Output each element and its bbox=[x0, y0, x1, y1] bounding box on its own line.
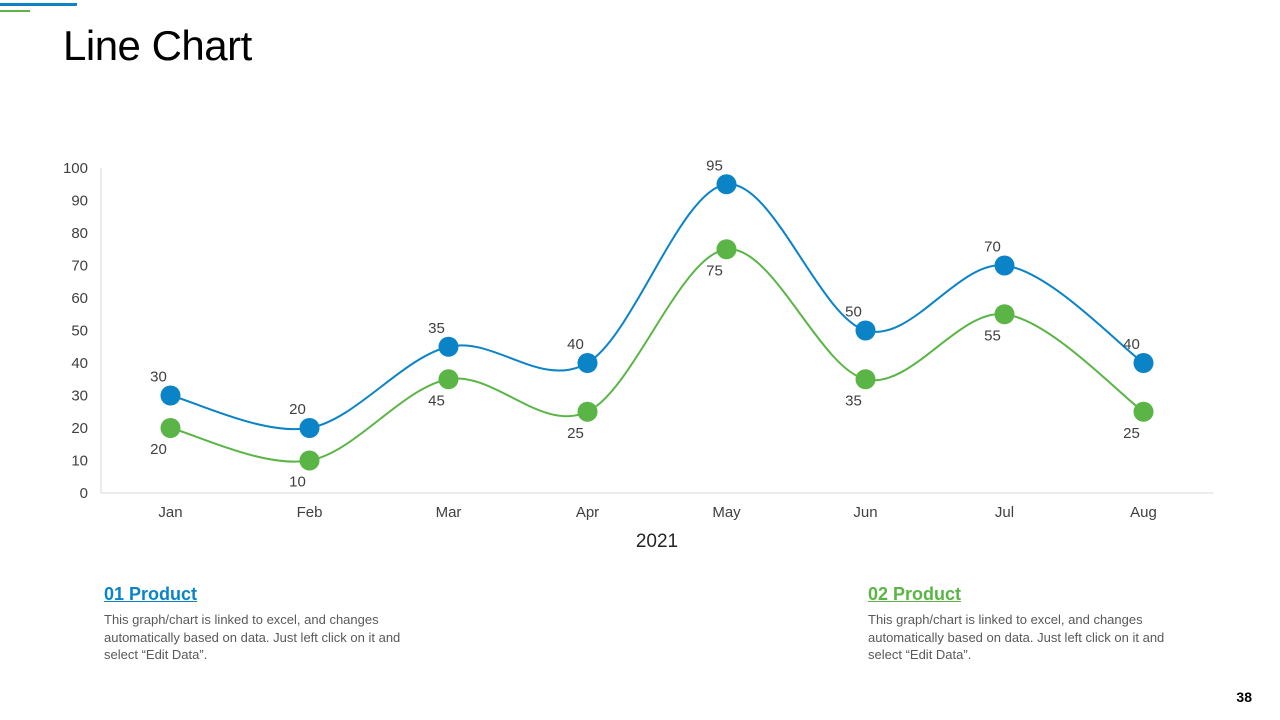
data-label-series-2: 25 bbox=[567, 425, 584, 442]
data-label-series-1: 40 bbox=[567, 336, 584, 353]
y-tick-label: 60 bbox=[71, 290, 88, 307]
page-title: Line Chart bbox=[63, 22, 252, 69]
data-label-series-1: 95 bbox=[706, 157, 723, 174]
series-line-2 bbox=[170, 248, 1145, 463]
data-label-series-2: 20 bbox=[150, 441, 167, 458]
data-label-series-1: 40 bbox=[1123, 336, 1140, 353]
legend-description-product-1: This graph/chart is linked to excel, and… bbox=[104, 612, 401, 662]
y-tick-label: 100 bbox=[63, 160, 88, 177]
data-point-series-1 bbox=[577, 353, 598, 373]
x-tick-label: Apr bbox=[576, 504, 599, 521]
data-label-series-1: 30 bbox=[150, 369, 167, 386]
data-label-series-2: 10 bbox=[289, 474, 306, 491]
x-tick-label: Jul bbox=[995, 504, 1014, 521]
x-tick-label: Jun bbox=[853, 504, 877, 521]
data-point-series-1 bbox=[994, 255, 1015, 276]
data-point-series-2 bbox=[855, 369, 876, 390]
legend-heading-product-1[interactable]: 01 Product bbox=[104, 584, 198, 604]
data-point-series-2 bbox=[577, 401, 598, 422]
y-tick-label: 70 bbox=[71, 258, 88, 275]
accent-bar-blue bbox=[0, 3, 77, 6]
y-tick-label: 40 bbox=[71, 355, 88, 372]
series-line-1 bbox=[170, 183, 1145, 431]
data-label-series-2: 45 bbox=[428, 392, 445, 409]
x-tick-label: Mar bbox=[436, 504, 462, 521]
data-point-series-1 bbox=[716, 174, 737, 195]
data-point-series-1 bbox=[160, 385, 181, 406]
data-point-series-1 bbox=[438, 336, 459, 357]
data-point-series-2 bbox=[160, 418, 181, 438]
data-label-series-1: 35 bbox=[428, 320, 445, 337]
y-tick-label: 10 bbox=[71, 453, 88, 470]
data-point-series-1 bbox=[1133, 353, 1154, 373]
accent-bar-green bbox=[0, 10, 30, 12]
data-label-series-2: 75 bbox=[706, 262, 723, 279]
data-point-series-1 bbox=[855, 320, 876, 341]
data-label-series-1: 50 bbox=[845, 304, 862, 321]
legend-description-product-2: This graph/chart is linked to excel, and… bbox=[868, 612, 1165, 662]
y-tick-label: 20 bbox=[71, 420, 88, 437]
y-tick-label: 30 bbox=[71, 388, 88, 405]
data-point-series-2 bbox=[716, 239, 737, 260]
data-label-series-2: 25 bbox=[1123, 425, 1140, 442]
data-point-series-1 bbox=[299, 418, 320, 438]
data-label-series-2: 55 bbox=[984, 327, 1001, 344]
data-label-series-1: 20 bbox=[289, 401, 306, 418]
data-point-series-2 bbox=[994, 304, 1015, 325]
x-tick-label: Feb bbox=[297, 504, 323, 521]
x-tick-label: May bbox=[712, 504, 741, 521]
y-tick-label: 0 bbox=[80, 485, 88, 502]
x-tick-label: Aug bbox=[1130, 504, 1157, 521]
data-point-series-2 bbox=[438, 369, 459, 390]
legend-product-1: 01 Product This graph/chart is linked to… bbox=[104, 584, 434, 664]
page-number: 38 bbox=[1236, 689, 1252, 705]
y-tick-label: 90 bbox=[71, 193, 88, 210]
y-tick-label: 80 bbox=[71, 225, 88, 242]
legend-product-2: 02 Product This graph/chart is linked to… bbox=[868, 584, 1198, 664]
legend-heading-product-2[interactable]: 02 Product bbox=[868, 584, 962, 604]
x-tick-label: Jan bbox=[158, 504, 182, 521]
data-point-series-2 bbox=[1133, 401, 1154, 422]
y-tick-label: 50 bbox=[71, 323, 88, 340]
data-label-series-2: 35 bbox=[845, 392, 862, 409]
x-axis-title: 2021 bbox=[636, 531, 678, 552]
data-point-series-2 bbox=[299, 450, 320, 471]
data-label-series-1: 70 bbox=[984, 239, 1001, 256]
